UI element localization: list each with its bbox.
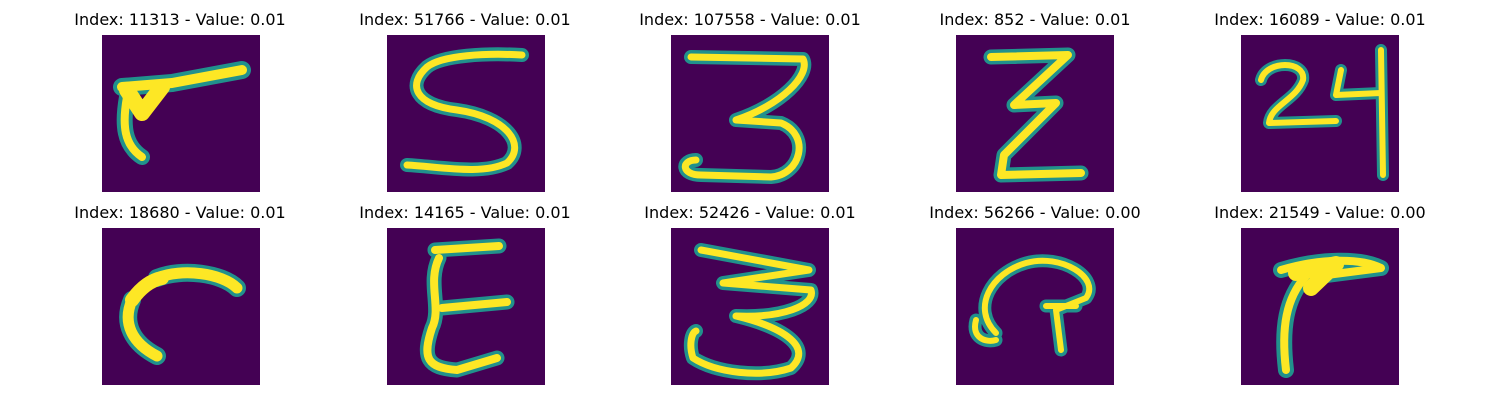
handwritten-r-image xyxy=(119,263,246,365)
panel-title: Index: 852 - Value: 0.01 xyxy=(939,10,1131,29)
panel-title: Index: 51766 - Value: 0.01 xyxy=(359,10,571,29)
panel-title: Index: 107558 - Value: 0.01 xyxy=(639,10,861,29)
glyph-image xyxy=(102,228,260,385)
handwritten-e-image xyxy=(419,238,515,378)
panel-9: Index: 56266 - Value: 0.00 xyxy=(885,203,1185,403)
panel-6: Index: 18680 - Value: 0.01 xyxy=(30,203,330,403)
panel-7: Index: 14165 - Value: 0.01 xyxy=(315,203,615,403)
panel-title: Index: 18680 - Value: 0.01 xyxy=(74,203,286,222)
glyph-image xyxy=(1241,35,1399,192)
glyph-image xyxy=(671,35,829,192)
panel-5: Index: 16089 - Value: 0.01 xyxy=(1170,10,1470,210)
panel-title: Index: 21549 - Value: 0.00 xyxy=(1214,203,1426,222)
glyph-image xyxy=(387,35,545,192)
panel-title: Index: 14165 - Value: 0.01 xyxy=(359,203,571,222)
glyph-image xyxy=(1241,228,1399,385)
handwritten-a-image xyxy=(968,254,1096,357)
handwritten-stroke-image xyxy=(113,61,251,165)
panel-title: Index: 16089 - Value: 0.01 xyxy=(1214,10,1426,29)
glyph-image xyxy=(956,228,1114,385)
handwritten-3-image xyxy=(678,50,812,184)
glyph-image xyxy=(956,35,1114,192)
panel-4: Index: 852 - Value: 0.01 xyxy=(885,10,1185,210)
handwritten-s-image xyxy=(400,47,529,177)
panel-2: Index: 51766 - Value: 0.01 xyxy=(315,10,615,210)
handwritten-24-image xyxy=(1255,44,1389,181)
panel-3: Index: 107558 - Value: 0.01 xyxy=(600,10,900,210)
glyph-image xyxy=(671,228,829,385)
handwritten-z-image xyxy=(983,47,1089,183)
panel-title: Index: 56266 - Value: 0.00 xyxy=(929,203,1141,222)
handwritten-stroke-image xyxy=(1273,252,1389,378)
glyph-image xyxy=(387,228,545,385)
panel-10: Index: 21549 - Value: 0.00 xyxy=(1170,203,1470,403)
panel-8: Index: 52426 - Value: 0.01 xyxy=(600,203,900,403)
handwritten-3-image xyxy=(683,243,819,381)
panel-title: Index: 52426 - Value: 0.01 xyxy=(644,203,856,222)
panel-title: Index: 11313 - Value: 0.01 xyxy=(74,10,286,29)
glyph-image xyxy=(102,35,260,192)
panel-1: Index: 11313 - Value: 0.01 xyxy=(30,10,330,210)
